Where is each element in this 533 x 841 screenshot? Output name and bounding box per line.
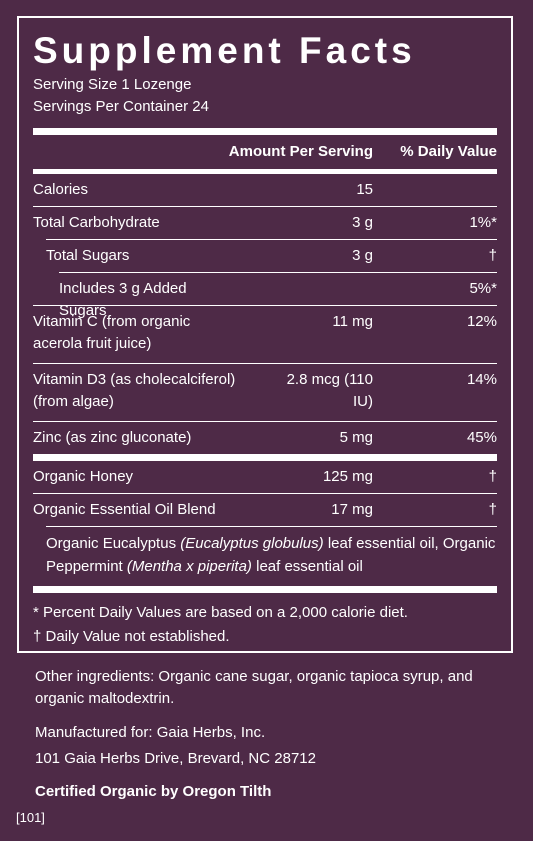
table-row: Calories 15 — [33, 181, 373, 198]
supplement-facts-panel: Supplement Facts Serving Size 1 Lozenge … — [17, 16, 513, 653]
other-ingredients: Other ingredients: Organic cane sugar, o… — [35, 668, 473, 707]
manufacturer-line-1: Manufactured for: Gaia Herbs, Inc. — [35, 724, 266, 741]
product-code: [101] — [16, 810, 45, 825]
serving-size: Serving Size 1 Lozenge — [33, 76, 192, 93]
divider-thin — [46, 526, 497, 527]
blend-description: Organic Eucalyptus (Eucalyptus globulus)… — [46, 535, 496, 575]
table-row: Zinc (as zinc gluconate) 5 mg 45% — [33, 429, 497, 446]
table-row: Organic Honey 125 mg † — [33, 468, 497, 485]
certification: Certified Organic by Oregon Tilth — [35, 783, 272, 800]
divider-thin — [33, 363, 497, 364]
serving-info: Serving Size 1 Lozenge Servings Per Cont… — [33, 74, 497, 118]
table-row: Vitamin C (from organic acerola fruit ju… — [33, 313, 497, 352]
divider-thin — [33, 305, 497, 306]
dagger-footnote: † Daily Value not established. — [33, 628, 230, 645]
divider-thin — [59, 272, 497, 273]
dv-header: % Daily Value — [400, 143, 497, 160]
table-row: Organic Essential Oil Blend 17 mg † — [33, 501, 497, 518]
divider-thin — [33, 421, 497, 422]
table-row: Total Carbohydrate 3 g 1%* — [33, 214, 497, 231]
table-row: Includes 3 g Added Sugars 5%* — [59, 280, 497, 319]
divider-thick — [33, 454, 497, 461]
divider-thick — [33, 169, 497, 174]
divider-thin — [46, 239, 497, 240]
table-row: Total Sugars 3 g † — [46, 247, 497, 264]
column-header-row: Amount Per Serving % Daily Value — [33, 135, 497, 169]
panel-title: Supplement Facts — [33, 30, 416, 71]
table-row: Vitamin D3 (as cholecalciferol) (from al… — [33, 371, 497, 410]
amount-header: Amount Per Serving — [228, 143, 373, 160]
divider-thin — [33, 493, 497, 494]
percent-footnote: * Percent Daily Values are based on a 2,… — [33, 604, 408, 621]
servings-per-container: Servings Per Container 24 — [33, 98, 209, 115]
divider-thick — [33, 128, 497, 135]
divider-thick — [33, 586, 497, 593]
footnotes: * Percent Daily Values are based on a 2,… — [33, 593, 497, 649]
divider-thin — [33, 206, 497, 207]
manufacturer-line-2: 101 Gaia Herbs Drive, Brevard, NC 28712 — [35, 750, 316, 767]
